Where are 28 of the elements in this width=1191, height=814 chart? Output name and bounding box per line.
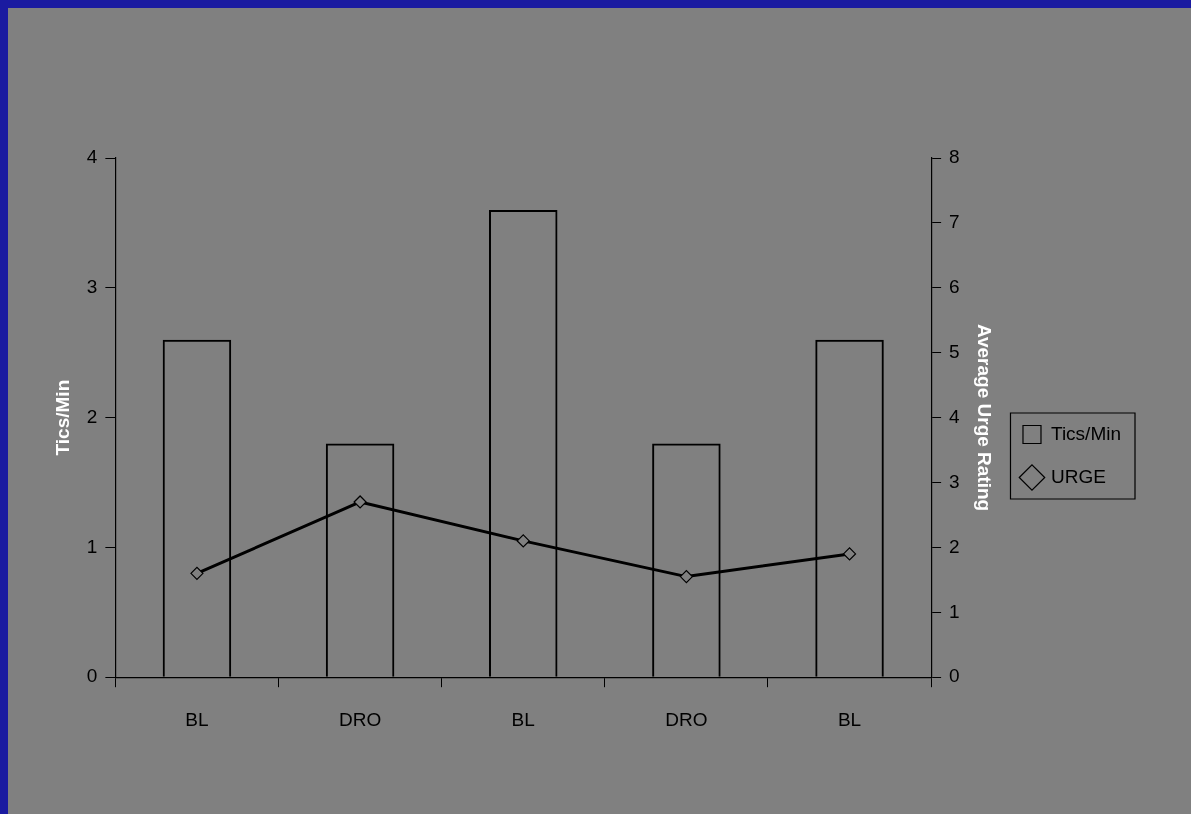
x-tick-label: BL [837, 708, 862, 730]
y2-tick-label: 7 [949, 211, 960, 233]
y-tick-label: 2 [86, 405, 98, 427]
legend-label: Tics/Min [1050, 422, 1122, 444]
y2-tick-label: 6 [949, 276, 960, 298]
y-tick-label: 3 [86, 276, 98, 298]
legend-label: URGE [1050, 465, 1106, 487]
y2-tick-label: 5 [949, 340, 960, 362]
point [679, 570, 693, 584]
x-tick-label: DRO [338, 708, 382, 730]
y-tick-label: 0 [86, 665, 98, 687]
y-tick-label: 4 [86, 146, 98, 168]
x-tick-label: BL [185, 708, 209, 730]
y2-axis-title: Average Urge Rating [973, 323, 995, 512]
x-tick-label: DRO [665, 708, 708, 730]
y-axis-title: Tics/Min [51, 379, 73, 456]
y2-tick-label: 8 [949, 146, 960, 168]
y2-tick-label: 3 [949, 470, 960, 492]
y2-tick-label: 0 [949, 665, 960, 687]
y-tick-label: 1 [86, 535, 98, 557]
point [516, 534, 530, 548]
y2-tick-label: 1 [949, 600, 960, 622]
x-tick-label: BL [511, 708, 535, 730]
y2-tick-label: 4 [949, 405, 961, 427]
point [190, 566, 204, 580]
point [842, 547, 857, 561]
y2-tick-label: 2 [949, 535, 960, 557]
point [353, 495, 367, 509]
